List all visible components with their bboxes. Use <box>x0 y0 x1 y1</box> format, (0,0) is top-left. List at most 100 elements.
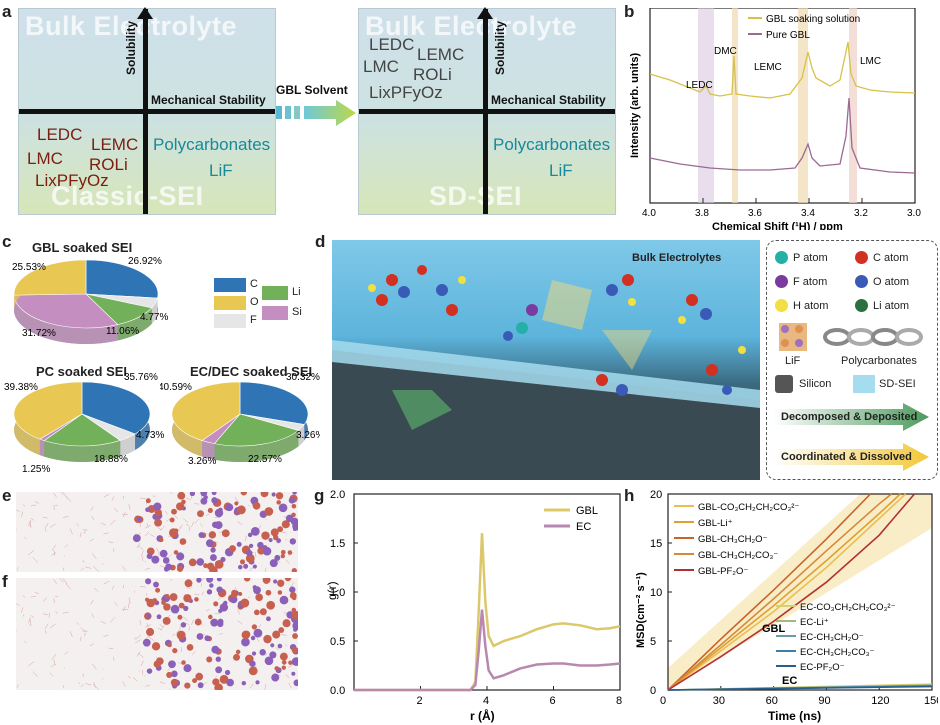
legend-li-atom: Li atom <box>855 299 909 312</box>
solvent-bond <box>62 578 68 585</box>
solvent-bond <box>258 624 261 628</box>
solvent-bond <box>22 614 25 617</box>
roli-label: ROLi <box>413 65 452 84</box>
sd-sei-diagram: Bulk Electrolyte SD-SEI Solubility Mecha… <box>358 7 616 215</box>
legend-pure-gbl: Pure GBL <box>766 30 810 41</box>
solvent-bond <box>64 544 69 548</box>
solvent-bond <box>51 552 57 556</box>
sei-atom <box>291 671 296 676</box>
sei-atom <box>183 594 192 603</box>
sei-atom <box>180 622 187 628</box>
legend-f-label: F <box>250 314 257 326</box>
sei-atom <box>176 565 184 572</box>
sei-atom <box>280 549 286 555</box>
sei-atom <box>262 575 271 584</box>
solvent-bond <box>15 509 20 512</box>
sei-atom <box>200 489 208 497</box>
pie-slice-side-f <box>151 298 158 324</box>
x-axis-line <box>19 109 275 114</box>
pure-gbl-line <box>649 97 916 174</box>
polycarbonates-label: Polycarbonates <box>493 135 611 154</box>
pc-pie-title: PC soaked SEI <box>36 364 128 379</box>
solvent-bond <box>215 541 219 544</box>
sei-atom <box>266 600 276 610</box>
sei-atom <box>197 510 204 518</box>
solvent-bond <box>265 653 268 657</box>
sei-atom <box>270 528 279 537</box>
solvent-bond <box>103 532 109 535</box>
sei-atom <box>288 660 293 665</box>
ledc-label: LEDC <box>369 35 415 54</box>
sei-atom <box>236 541 242 547</box>
msd-chart: 0 30 60 90 120 150 0 5 10 15 20 GBL-CO₃CH₂CH₂CO₃²⁻… <box>635 489 938 723</box>
y-axis-label: MSD(cm⁻² s⁻¹) <box>635 572 647 648</box>
rdf-chart: 2 4 6 8 0.0 0.5 1.0 1.5 2.0 GBL EC g(r) r (Å) <box>325 489 622 723</box>
solvent-bond <box>30 504 36 507</box>
sei-atom <box>198 532 205 538</box>
pie-pct-label: 22.57% <box>248 454 282 465</box>
sei-atom <box>235 649 241 655</box>
pie-pct-label: 31.72% <box>22 328 56 339</box>
y-tick-label: 0 <box>650 685 656 697</box>
sei-atom <box>246 549 253 557</box>
sei-atom <box>247 532 253 538</box>
solvent-bond <box>113 656 115 661</box>
solvent-bond <box>101 678 104 680</box>
sei-atom <box>251 651 257 656</box>
solvent-bond <box>134 636 137 640</box>
solvent-bond <box>140 497 146 499</box>
solvent-bond <box>219 531 223 534</box>
sei-atom <box>163 603 171 611</box>
sei-atom <box>249 660 256 667</box>
c-atom-icon <box>855 251 868 264</box>
bulk-electrolyte-title: Bulk Electrolyte <box>365 11 578 41</box>
solvent-bond <box>165 510 168 515</box>
pie-slice-si <box>13 293 119 329</box>
sei-atom <box>291 503 297 509</box>
sei-atom <box>233 653 240 661</box>
legend-label: EC-CO₃CH₂CH₂CO₃²⁻ <box>800 602 896 613</box>
y-tick-label: 1.5 <box>330 538 345 550</box>
solvent-bond <box>275 647 280 651</box>
solvent-bond <box>100 522 106 526</box>
sei-atom <box>154 518 163 527</box>
sei-atom <box>272 630 281 639</box>
sei-atom <box>257 547 265 555</box>
sei-atom <box>203 563 208 569</box>
sei-atom <box>281 665 286 670</box>
series-line <box>667 493 871 691</box>
sei-atom <box>210 547 216 553</box>
legend-label: EC-PF₂O⁻ <box>800 662 845 673</box>
solvent-bond <box>69 528 73 535</box>
sei-atom <box>142 638 151 647</box>
sei-atom <box>165 563 173 571</box>
panel-label-h: h <box>624 486 635 505</box>
sei-atom <box>277 590 283 595</box>
solvent-bond <box>58 576 64 583</box>
gbl-annotation: GBL <box>762 623 786 635</box>
sei-atom <box>151 555 160 564</box>
solvent-bond <box>141 556 144 562</box>
solvent-bond <box>138 558 140 560</box>
sei-atom <box>206 656 213 663</box>
pie-slice-li <box>43 413 121 447</box>
sei-atom <box>292 526 297 532</box>
lmc-label: LMC <box>363 57 399 76</box>
sei-atom <box>255 593 263 602</box>
legend-label: GBL-CH₃CH₂CO₃⁻ <box>698 550 778 561</box>
solvent-bond <box>288 663 294 668</box>
pie-pct-label: 3.26% <box>296 430 320 441</box>
x-axis-label: r (Å) <box>470 708 495 723</box>
sd-sei-icon <box>853 375 875 393</box>
y-tick-label: 15 <box>650 538 662 550</box>
lemc-band <box>798 8 808 203</box>
sei-atom <box>292 490 297 495</box>
sei-atom <box>218 608 223 614</box>
sei-atom <box>293 627 298 632</box>
sei-atom <box>167 642 172 648</box>
sei-atom <box>204 635 211 642</box>
sei-atom <box>241 680 247 686</box>
solvent-bond <box>28 661 35 667</box>
legend-o-atom: O atom <box>855 275 909 288</box>
y-tick-label: 5 <box>650 636 656 648</box>
